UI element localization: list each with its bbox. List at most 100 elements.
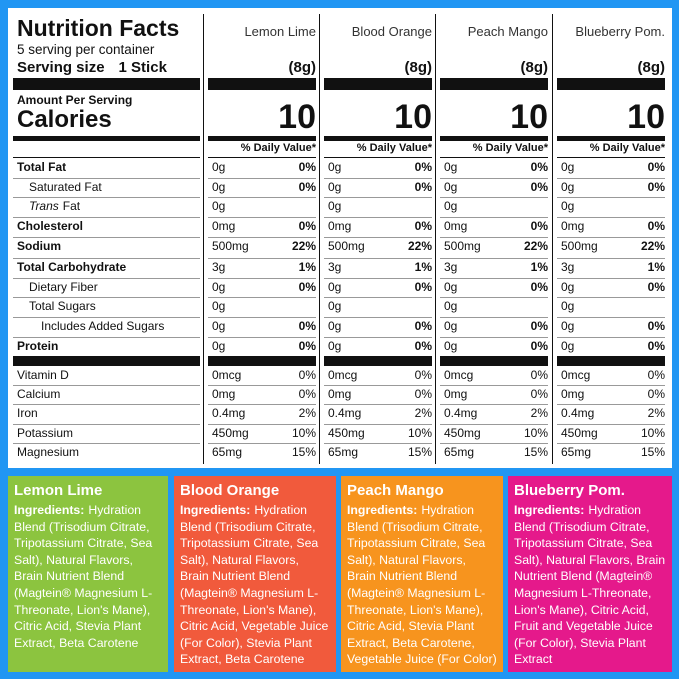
- daily-value: 0%: [647, 319, 665, 333]
- amount: 0.4mg: [444, 406, 478, 420]
- amount: 0mg: [444, 387, 468, 401]
- daily-value: 0%: [414, 180, 432, 194]
- ingredients: Ingredients: Hydration Blend (Trisodium C…: [180, 502, 330, 668]
- amount: 3g: [561, 260, 575, 274]
- row-rule: [440, 337, 548, 338]
- product-name: Peach Mango: [467, 24, 548, 39]
- medium-bar: [13, 136, 200, 141]
- ingredients-text: Hydration Blend (Trisodium Citrate, Trip…: [180, 503, 329, 667]
- daily-value: 0%: [530, 219, 548, 233]
- amount: 0g: [444, 319, 458, 333]
- thick-bar: [440, 356, 548, 366]
- row-rule: [557, 385, 665, 386]
- amount: 0.4mg: [328, 406, 362, 420]
- row-rule: [324, 297, 432, 298]
- daily-value: 0%: [647, 219, 665, 233]
- daily-value: 0%: [647, 387, 665, 401]
- nutrient-label-text: Dietary Fiber: [29, 280, 98, 294]
- daily-value: 10%: [291, 426, 316, 440]
- daily-value: 0%: [414, 280, 432, 294]
- row-rule: [324, 424, 432, 425]
- calories-value: 10: [510, 98, 548, 136]
- flavor-heading: Lemon Lime: [14, 482, 103, 499]
- daily-value: 2%: [530, 406, 548, 420]
- calories-value: 10: [278, 98, 316, 136]
- column-divider: [319, 14, 320, 464]
- amount: 0g: [444, 339, 458, 353]
- row-rule: [557, 404, 665, 405]
- ingredients-box: Lemon Lime Ingredients: Hydration Blend (T…: [8, 476, 168, 672]
- amount: 0g: [212, 339, 226, 353]
- serving-weight: (8g): [404, 59, 433, 76]
- thin-rule: [440, 157, 548, 158]
- row-rule: [208, 237, 316, 238]
- flavor-heading: Blueberry Pom.: [514, 482, 625, 499]
- daily-value: 0%: [530, 180, 548, 194]
- ingredients: Ingredients: Hydration Blend (Trisodium C…: [514, 502, 666, 668]
- daily-value: 22%: [407, 239, 432, 253]
- amount: 0mg: [328, 387, 352, 401]
- row-rule: [324, 278, 432, 279]
- daily-value: 0%: [414, 339, 432, 353]
- nutrient-label-text: Calcium: [17, 387, 61, 401]
- amount: 0g: [328, 319, 342, 333]
- amount: 0g: [328, 280, 342, 294]
- daily-value: 0%: [530, 319, 548, 333]
- row-rule: [208, 297, 316, 298]
- row-rule: [440, 317, 548, 318]
- amount: 0mcg: [328, 368, 358, 382]
- nutrient-label-text: Saturated Fat: [29, 180, 102, 194]
- thick-bar: [324, 78, 432, 90]
- amount: 0g: [212, 160, 226, 174]
- medium-bar: [208, 136, 316, 141]
- row-rule: [13, 197, 200, 198]
- nutrient-label-text: Total Carbohydrate: [17, 260, 127, 274]
- amount: 0g: [212, 319, 226, 333]
- nutrient-label: Calcium: [17, 387, 60, 401]
- row-rule: [440, 297, 548, 298]
- row-rule: [208, 258, 316, 259]
- amount: 0mg: [212, 219, 236, 233]
- nutrient-label: Dietary Fiber: [29, 280, 98, 294]
- row-rule: [13, 385, 200, 386]
- thick-bar: [208, 356, 316, 366]
- row-rule: [440, 178, 548, 179]
- daily-value: 22%: [291, 239, 316, 253]
- row-rule: [324, 317, 432, 318]
- daily-value: 22%: [640, 239, 665, 253]
- nutrient-label-text: Sodium: [17, 239, 61, 253]
- serving-size-value: 1 Stick: [118, 59, 167, 76]
- daily-value: 2%: [298, 406, 316, 420]
- daily-value: 22%: [523, 239, 548, 253]
- thick-bar: [324, 356, 432, 366]
- daily-value: 0%: [414, 319, 432, 333]
- row-rule: [208, 217, 316, 218]
- daily-value: 0%: [414, 387, 432, 401]
- amount: 0g: [444, 280, 458, 294]
- row-rule: [208, 337, 316, 338]
- nutrient-label: Total Sugars: [29, 299, 96, 313]
- nutrient-label-text: Includes Added Sugars: [41, 319, 165, 333]
- row-rule: [324, 178, 432, 179]
- row-rule: [208, 317, 316, 318]
- amount: 0.4mg: [561, 406, 595, 420]
- nutrient-label: Trans Fat: [29, 199, 80, 213]
- daily-value: 0%: [298, 219, 316, 233]
- row-rule: [324, 404, 432, 405]
- daily-value: 0%: [530, 160, 548, 174]
- nutrient-label: Iron: [17, 406, 38, 420]
- column-divider: [203, 14, 204, 464]
- amount: 500mg: [444, 239, 481, 253]
- amount: 0mg: [444, 219, 468, 233]
- row-rule: [557, 278, 665, 279]
- amount: 65mg: [212, 445, 243, 459]
- amount: 0mg: [561, 387, 585, 401]
- row-rule: [557, 297, 665, 298]
- thin-rule: [13, 157, 200, 158]
- ingredients-box: Peach Mango Ingredients: Hydration Blend (…: [341, 476, 503, 672]
- daily-value: 0%: [530, 339, 548, 353]
- row-rule: [440, 424, 548, 425]
- nutrient-label: Magnesium: [17, 445, 79, 459]
- amount: 500mg: [328, 239, 365, 253]
- row-rule: [557, 424, 665, 425]
